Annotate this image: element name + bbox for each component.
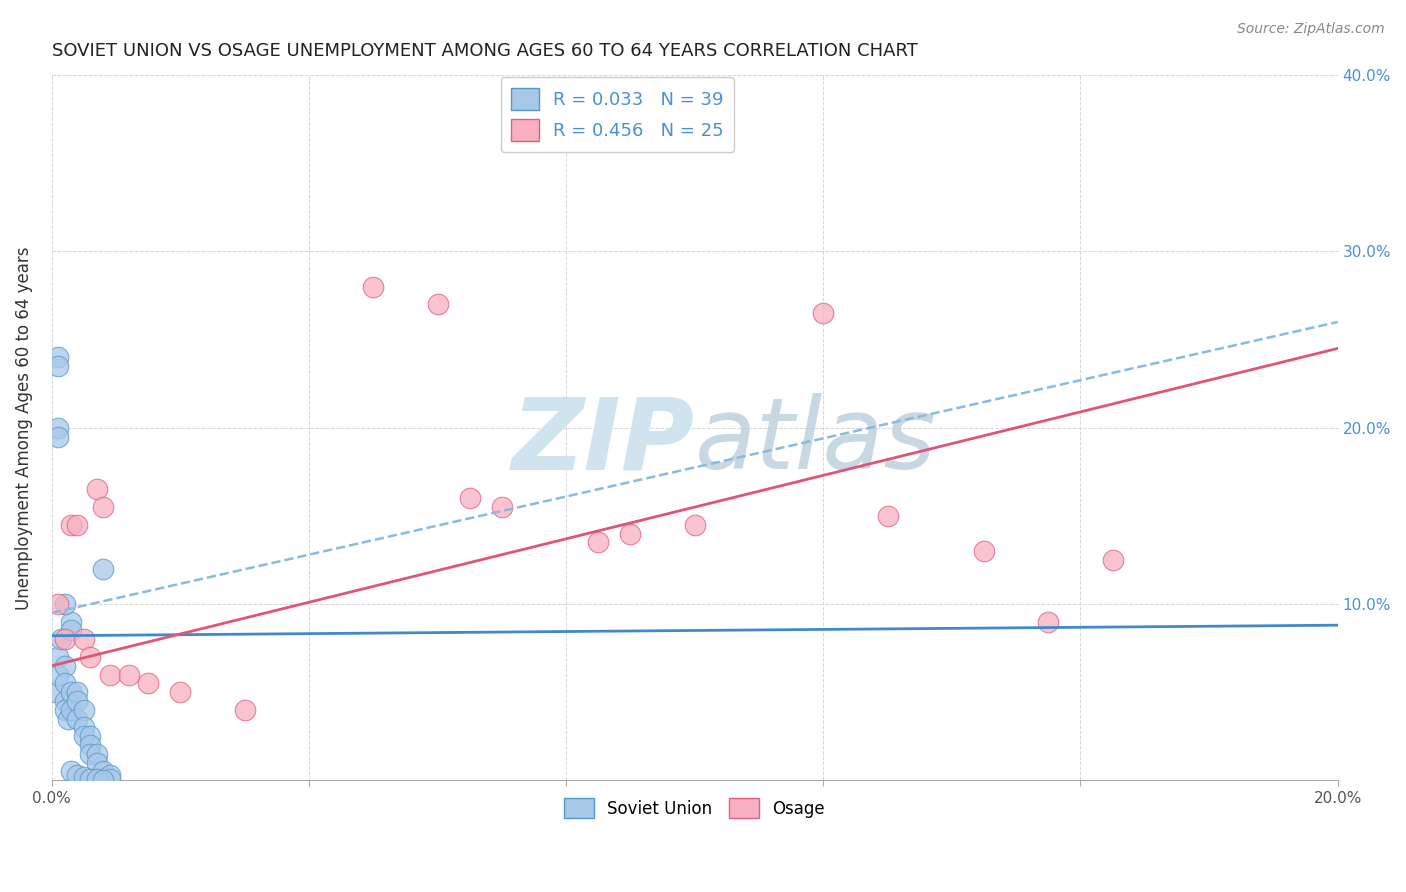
Point [118,667,141,681]
Point [79,729,101,743]
Point [46,350,69,364]
Point [876,508,898,523]
Point [60,624,83,638]
Point [66,694,89,708]
Point [98,772,121,786]
Point [98,667,121,681]
Point [86,483,108,497]
Point [91,500,114,514]
Point [60,764,83,779]
Point [233,703,256,717]
Point [619,526,641,541]
Text: ZIP: ZIP [512,393,695,491]
Point [86,772,108,786]
Point [53,694,76,708]
Point [91,562,114,576]
Point [56,712,79,726]
Point [973,544,995,558]
Point [136,676,159,690]
Point [60,685,83,699]
Point [46,359,69,373]
Point [86,756,108,770]
Point [91,764,114,779]
Legend: Soviet Union, Osage: Soviet Union, Osage [558,791,832,825]
Text: SOVIET UNION VS OSAGE UNEMPLOYMENT AMONG AGES 60 TO 64 YEARS CORRELATION CHART: SOVIET UNION VS OSAGE UNEMPLOYMENT AMONG… [52,42,918,60]
Point [73,720,96,734]
Point [169,685,191,699]
Point [46,649,69,664]
Point [86,747,108,761]
Point [53,597,76,611]
Point [46,421,69,435]
Point [98,768,121,782]
Point [361,279,384,293]
Point [79,747,101,761]
Text: atlas: atlas [695,393,936,491]
Point [60,517,83,532]
Y-axis label: Unemployment Among Ages 60 to 64 years: Unemployment Among Ages 60 to 64 years [15,246,32,609]
Point [586,535,609,549]
Point [458,491,481,506]
Point [46,667,69,681]
Point [51,632,73,647]
Point [1101,553,1123,567]
Point [73,770,96,784]
Point [66,768,89,782]
Point [44,685,66,699]
Point [79,772,101,786]
Point [813,306,835,320]
Point [426,297,449,311]
Point [79,738,101,752]
Point [66,517,89,532]
Point [53,676,76,690]
Point [53,632,76,647]
Point [73,729,96,743]
Point [60,703,83,717]
Point [46,597,69,611]
Point [491,500,513,514]
Point [1038,615,1060,629]
Point [683,517,706,532]
Point [79,649,101,664]
Text: Source: ZipAtlas.com: Source: ZipAtlas.com [1237,22,1385,37]
Point [53,658,76,673]
Point [66,685,89,699]
Point [66,712,89,726]
Point [73,703,96,717]
Point [91,773,114,788]
Point [46,429,69,443]
Point [73,632,96,647]
Point [60,615,83,629]
Point [53,703,76,717]
